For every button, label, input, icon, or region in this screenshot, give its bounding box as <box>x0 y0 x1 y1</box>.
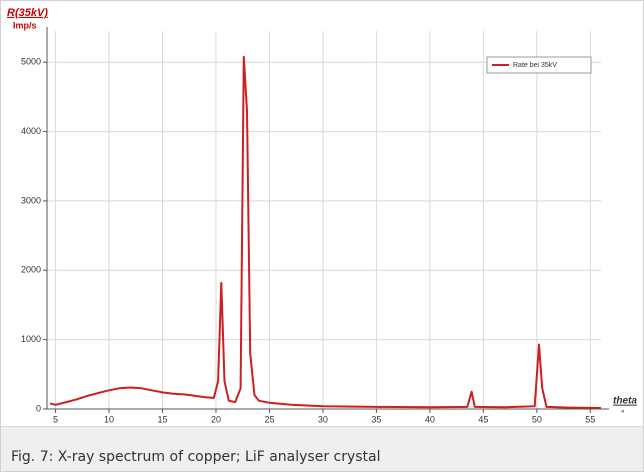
x-tick-label: 30 <box>318 414 328 424</box>
y-tick-label: 1000 <box>21 334 41 344</box>
x-tick-label: 15 <box>157 414 167 424</box>
y-tick-label: 3000 <box>21 195 41 205</box>
chart: R(35kV) Imp/s theta ° 5 10 15 20 25 30 35 40 45 5… <box>7 7 637 424</box>
x-tick-label: 25 <box>264 414 274 424</box>
x-tick-label: 40 <box>425 414 435 424</box>
y-tick-label: 2000 <box>21 265 41 275</box>
x-axis-unit: ° <box>621 408 625 418</box>
x-tick-label: 20 <box>211 414 221 424</box>
caption: Fig. 7: X-ray spectrum of copper; LiF an… <box>11 449 381 465</box>
data-line <box>49 55 602 409</box>
x-tick-label: 10 <box>104 414 114 424</box>
x-axis-label: theta <box>613 396 637 407</box>
y-axis-unit: Imp/s <box>13 20 37 30</box>
y-tick-label: 0 <box>36 403 41 413</box>
x-tick-label: 50 <box>532 414 542 424</box>
y-axis-label: R(35kV) <box>7 7 48 19</box>
x-tick-label: 35 <box>371 414 381 424</box>
x-tick-label: 55 <box>585 414 595 424</box>
legend-label: Rate bei 35kV <box>513 62 557 69</box>
caption-bar: Fig. 7: X-ray spectrum of copper; LiF an… <box>1 426 643 471</box>
x-tick-label: 5 <box>53 414 58 424</box>
x-tick-label: 45 <box>478 414 488 424</box>
y-tick-label: 4000 <box>21 126 41 136</box>
y-tick-label: 5000 <box>21 57 41 67</box>
legend-box <box>486 56 592 74</box>
